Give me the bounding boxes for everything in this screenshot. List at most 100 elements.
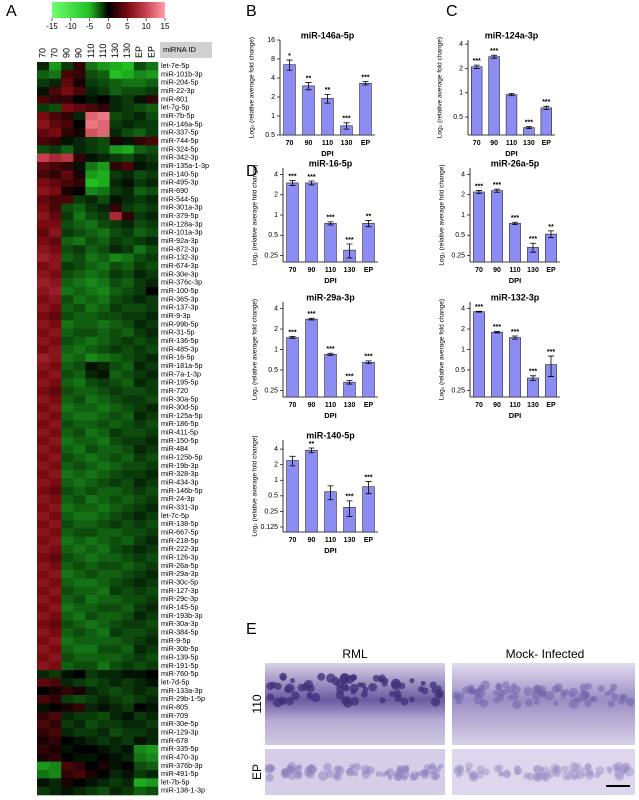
heatmap-cell xyxy=(85,145,98,154)
cell-texture xyxy=(274,682,282,690)
heatmap-cell xyxy=(61,453,74,463)
heatmap-cell xyxy=(61,428,74,438)
x-tick-label: EP xyxy=(361,140,371,147)
row-label: miR-495-3p xyxy=(161,178,199,187)
heatmap-cell xyxy=(145,353,159,363)
row-label: miR-379-5p xyxy=(161,211,199,220)
row-label: miR-29b-1-5p xyxy=(161,694,205,703)
heatmap-cell xyxy=(145,470,159,479)
heatmap-cell xyxy=(145,478,159,488)
heatmap-cell xyxy=(121,370,135,379)
heatmap-cell xyxy=(61,78,74,88)
significance: *** xyxy=(288,173,296,180)
heatmap-cell xyxy=(85,411,98,421)
heatmap-cell xyxy=(61,70,74,79)
heatmap-cell xyxy=(121,136,135,146)
cell-texture xyxy=(400,697,409,706)
chart-title: miR-146a-5p xyxy=(301,30,355,40)
heatmap-cell xyxy=(73,153,86,163)
column-label: 110 xyxy=(86,44,96,58)
x-tick-label: 130 xyxy=(344,402,356,409)
row-label: miR-872-3p xyxy=(161,244,199,253)
error-bar xyxy=(548,355,554,377)
cell-texture xyxy=(589,695,596,702)
heatmap-cell xyxy=(133,336,147,346)
heatmap-cell xyxy=(73,620,86,629)
bar xyxy=(471,66,483,136)
heatmap-cell xyxy=(121,445,135,454)
heatmap-cell xyxy=(133,295,147,304)
bar xyxy=(324,353,337,398)
cell-texture xyxy=(533,764,544,775)
heatmap-cell xyxy=(85,570,98,579)
cell-texture xyxy=(432,773,439,780)
heatmap-cell xyxy=(73,303,86,313)
heatmap-cell xyxy=(97,378,110,388)
heatmap-cell xyxy=(109,303,122,313)
row-label: miR-9-5p xyxy=(161,636,191,645)
heatmap-cell xyxy=(73,503,86,513)
x-tick-label: 130 xyxy=(527,402,539,409)
heatmap-cell xyxy=(121,561,135,571)
heatmap-cell xyxy=(121,520,135,529)
heatmap-cell xyxy=(49,653,62,663)
heatmap-cell xyxy=(133,145,147,154)
heatmap-cell xyxy=(61,345,74,354)
heatmap-cell xyxy=(49,503,62,513)
cell-texture xyxy=(280,674,287,681)
x-axis-label: DPI xyxy=(324,546,337,555)
heatmap-cell xyxy=(85,395,98,404)
heatmap-cell xyxy=(121,570,135,579)
heatmap-cell xyxy=(85,336,98,346)
heatmap-cell xyxy=(121,253,135,263)
colorbar-tick-label: 0 xyxy=(106,22,111,31)
cell-texture xyxy=(512,700,522,710)
bar xyxy=(286,182,299,263)
heatmap-cell xyxy=(121,320,135,329)
heatmap-cell xyxy=(145,511,159,521)
heatmap-cell xyxy=(49,103,62,113)
heatmap-cell xyxy=(37,295,50,304)
heatmap-cell xyxy=(133,378,147,388)
heatmap-cell xyxy=(37,328,50,338)
heatmap-cell xyxy=(133,645,147,654)
heatmap-cell xyxy=(121,695,135,704)
row-label: miR-127-3p xyxy=(161,586,199,595)
heatmap-cell xyxy=(49,686,62,696)
heatmap-cell xyxy=(85,378,98,388)
heatmap-cell xyxy=(49,545,62,554)
heatmap-cell xyxy=(121,103,135,113)
heatmap-cell xyxy=(49,470,62,479)
row-label: miR-324-5p xyxy=(161,144,199,153)
heatmap-cell xyxy=(73,470,86,479)
heatmap-cell xyxy=(73,478,86,488)
heatmap-cell xyxy=(61,670,74,679)
cell-texture xyxy=(326,769,334,778)
heatmap-cell xyxy=(133,753,147,762)
heatmap-cell xyxy=(145,78,159,88)
heatmap-cell xyxy=(49,720,62,729)
heatmap-cell xyxy=(49,703,62,713)
heatmap-cell xyxy=(49,786,62,796)
row-label: miR-140-5p xyxy=(161,169,199,178)
column-label: RML xyxy=(342,647,368,661)
heatmap-cell xyxy=(73,761,86,771)
heatmap-cell xyxy=(85,253,98,263)
cell-texture xyxy=(540,771,551,782)
heatmap-cell xyxy=(49,95,62,104)
heatmap-cell xyxy=(121,686,135,696)
significance: *** xyxy=(473,58,481,65)
heatmap-cell xyxy=(49,536,62,546)
heatmap-cell xyxy=(73,670,86,679)
error-bar xyxy=(543,105,550,110)
heatmap-cell xyxy=(73,661,86,671)
cell-texture xyxy=(623,765,630,771)
heatmap-cell xyxy=(37,161,50,171)
heatmap-cell xyxy=(145,345,159,354)
row-label: miR-30a-3p xyxy=(161,619,199,628)
heatmap-cell xyxy=(85,278,98,288)
cell-texture xyxy=(403,764,410,771)
error-bar xyxy=(494,188,500,193)
heatmap-cell xyxy=(145,170,159,179)
heatmap-cell xyxy=(121,353,135,363)
